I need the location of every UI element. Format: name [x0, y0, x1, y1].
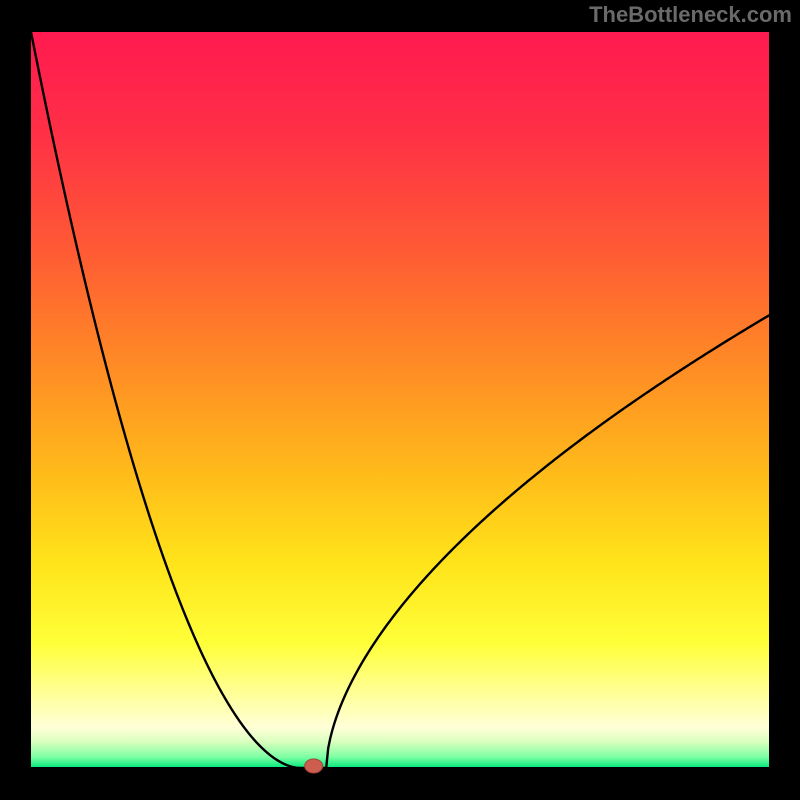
bottleneck-chart — [0, 0, 800, 800]
plot-gradient-area — [31, 32, 769, 768]
watermark-text: TheBottleneck.com — [589, 2, 792, 28]
optimal-point-marker — [305, 759, 323, 773]
